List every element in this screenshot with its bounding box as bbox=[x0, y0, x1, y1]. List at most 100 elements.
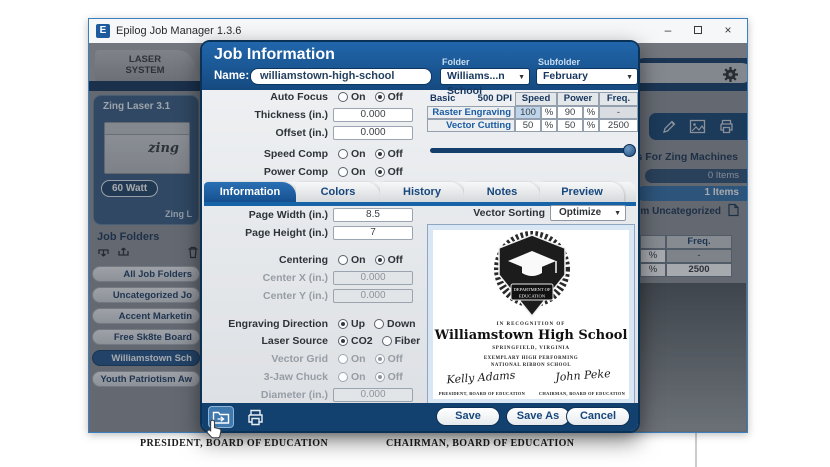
off-label: Off bbox=[387, 166, 403, 178]
move-job-icon[interactable] bbox=[727, 203, 740, 217]
tab-colors[interactable]: Colors bbox=[296, 182, 380, 202]
folder-item-free-sk8te[interactable]: Free Sk8te Board bbox=[92, 329, 200, 345]
auto-focus-on-radio[interactable] bbox=[338, 92, 348, 102]
folder-item-all[interactable]: All Job Folders bbox=[92, 266, 200, 282]
dpi-label: 500 DPI bbox=[477, 93, 512, 104]
center-y-label: Center Y (in.) bbox=[263, 290, 328, 302]
speed-comp-off-radio[interactable] bbox=[374, 149, 385, 159]
bg-freq-2: 2500 bbox=[666, 263, 732, 277]
honor-line-1: EXEMPLARY HIGH PERFORMING bbox=[483, 356, 579, 361]
export-folder-icon[interactable] bbox=[97, 246, 110, 259]
page-width-input[interactable]: 8.5 bbox=[333, 208, 413, 222]
save-button[interactable]: Save bbox=[436, 407, 500, 426]
vector-freq-input[interactable]: 2500 bbox=[599, 119, 638, 132]
signature-right-title: CHAIRMAN, BOARD OF EDUCATION bbox=[538, 391, 626, 396]
import-folder-icon[interactable] bbox=[117, 246, 130, 259]
image-icon[interactable] bbox=[689, 119, 706, 134]
machine-image: zing bbox=[104, 122, 190, 174]
education-seal-icon: DEPARTMENT OF EDUCATION bbox=[494, 231, 570, 318]
raster-power-input[interactable]: 90 bbox=[557, 106, 583, 119]
tab-notes[interactable]: Notes bbox=[464, 182, 540, 202]
print-job-button[interactable] bbox=[242, 406, 268, 428]
power-comp-on-radio[interactable] bbox=[338, 167, 348, 177]
centering-off-radio[interactable] bbox=[374, 255, 385, 265]
on-label: On bbox=[351, 254, 366, 266]
machine-panel[interactable]: Zing Laser 3.1 zing 60 Watt Zing L bbox=[93, 95, 199, 225]
raster-power-pct: % bbox=[583, 106, 599, 119]
offset-input[interactable]: 0.000 bbox=[333, 126, 413, 140]
direction-up-radio[interactable] bbox=[338, 319, 348, 329]
on-label: On bbox=[351, 91, 366, 103]
vector-grid-label: Vector Grid bbox=[271, 353, 328, 365]
engraving-direction-row: Engraving Direction Up Down bbox=[202, 316, 426, 332]
jobs-toolbar bbox=[649, 113, 747, 140]
edit-icon[interactable] bbox=[661, 119, 677, 135]
fiber-radio[interactable] bbox=[381, 336, 392, 346]
speed-comp-on-radio[interactable] bbox=[338, 149, 348, 159]
dialog-header: Job Information Name: williamstown-high-… bbox=[202, 42, 638, 97]
machine-image-lid bbox=[105, 123, 189, 135]
recognition-line: IN RECOGNITION OF bbox=[496, 322, 566, 327]
items-count-expanded[interactable]: 1 Items bbox=[637, 186, 747, 201]
page-height-label: Page Height (in.) bbox=[245, 227, 328, 239]
signature-right: John Peke bbox=[554, 367, 612, 384]
items-count-collapsed[interactable]: 0 Items bbox=[645, 169, 747, 183]
folder-item-williamstown[interactable]: Williamstown Sch bbox=[92, 350, 200, 366]
bg-col-freq: Freq. bbox=[666, 235, 732, 249]
gear-icon bbox=[723, 67, 738, 82]
on-label: On bbox=[351, 166, 366, 178]
thickness-input[interactable]: 0.000 bbox=[333, 108, 413, 122]
cancel-button[interactable]: Cancel bbox=[566, 407, 630, 426]
raster-speed-input[interactable]: 100 bbox=[515, 106, 541, 119]
page-height-input[interactable]: 7 bbox=[333, 226, 413, 240]
vector-sorting-dropdown[interactable]: Optimize ▼ bbox=[550, 205, 626, 221]
minimize-button[interactable]: – bbox=[664, 23, 672, 37]
honor-line-2: NATIONAL RIBBON SCHOOL bbox=[490, 363, 572, 368]
folder-value: Williams...n School bbox=[447, 70, 505, 97]
laser-tab-line1: LASER bbox=[128, 54, 162, 65]
close-button[interactable]: × bbox=[724, 23, 732, 37]
co2-radio[interactable] bbox=[338, 336, 348, 346]
tab-preview[interactable]: Preview bbox=[540, 182, 624, 202]
job-preview: DEPARTMENT OF EDUCATION IN RECOGNITION O… bbox=[427, 224, 635, 405]
vector-power-pct: % bbox=[583, 119, 599, 132]
folder-item-youth-patriotism[interactable]: Youth Patriotism Aw bbox=[92, 371, 200, 387]
settings-button[interactable] bbox=[722, 66, 739, 88]
subfolder-dropdown[interactable]: February ▼ bbox=[536, 68, 638, 85]
laser-source-row: Laser Source CO2 Fiber bbox=[202, 333, 426, 349]
save-as-button[interactable]: Save As bbox=[506, 407, 570, 426]
tab-information[interactable]: Information bbox=[204, 182, 296, 202]
job-folders-toolbar bbox=[97, 246, 199, 260]
maximize-button[interactable] bbox=[683, 19, 713, 43]
print-icon[interactable] bbox=[718, 119, 735, 134]
job-name-input[interactable]: williamstown-high-school bbox=[250, 68, 432, 85]
tab-history[interactable]: History bbox=[380, 182, 464, 202]
vector-power-input[interactable]: 50 bbox=[557, 119, 583, 132]
basic-dpi-header: Basic 500 DPI bbox=[427, 92, 515, 106]
thickness-row: Thickness (in.) 0.000 bbox=[202, 107, 426, 123]
center-y-row: Center Y (in.) 0.000 bbox=[202, 288, 426, 304]
centering-on-radio[interactable] bbox=[338, 255, 348, 265]
off-label: Off bbox=[387, 254, 403, 266]
background-doc-signature-left: PRESIDENT, BOARD OF EDUCATION bbox=[140, 438, 329, 449]
folder-item-uncategorized[interactable]: Uncategorized Jo bbox=[92, 287, 200, 303]
machine-corner-label: Zing L bbox=[165, 209, 192, 219]
jaw-chuck-off-radio bbox=[374, 372, 385, 382]
speed-column-header: Speed bbox=[515, 92, 557, 106]
folder-item-accent-marketing[interactable]: Accent Marketin bbox=[92, 308, 200, 324]
trash-icon[interactable] bbox=[187, 246, 199, 259]
name-label: Name: bbox=[214, 70, 250, 82]
folder-dropdown[interactable]: Williams...n School ▼ bbox=[440, 68, 530, 97]
slider-knob[interactable] bbox=[623, 144, 636, 157]
vector-speed-input[interactable]: 50 bbox=[515, 119, 541, 132]
auto-focus-off-radio[interactable] bbox=[374, 92, 385, 102]
chevron-down-icon: ▼ bbox=[626, 74, 633, 81]
power-comp-off-radio[interactable] bbox=[374, 167, 385, 177]
speed-slider[interactable] bbox=[430, 144, 636, 157]
direction-down-radio[interactable] bbox=[374, 319, 384, 329]
bg-pct-1: % bbox=[640, 249, 666, 263]
dialog-tabbar: Information Colors History Notes Preview bbox=[204, 182, 636, 202]
tab-laser-system[interactable]: LASER SYSTEM bbox=[95, 50, 195, 81]
page-width-row: Page Width (in.) 8.5 bbox=[202, 207, 426, 223]
